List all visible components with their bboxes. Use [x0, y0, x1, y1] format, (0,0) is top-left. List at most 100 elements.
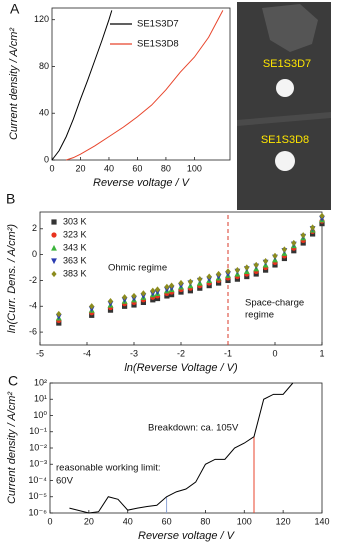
legend-marker: [51, 232, 57, 238]
x-tick-label: -5: [36, 348, 44, 358]
x-tick-label: -4: [83, 348, 91, 358]
marker: [169, 282, 175, 289]
legend-label: 343 K: [63, 242, 87, 252]
marker: [187, 278, 193, 285]
marker: [310, 224, 316, 231]
x-tick-label: 60: [132, 163, 142, 173]
y-tick-label: 10⁰: [33, 410, 47, 420]
marker: [131, 292, 137, 300]
x-axis-label: ln(Reverse Voltage / V): [124, 362, 238, 374]
x-tick-label: 60: [162, 516, 172, 526]
marker: [263, 257, 269, 265]
marker: [206, 273, 212, 280]
annotation: 60V: [56, 476, 74, 487]
y-tick-label: -2: [29, 275, 37, 285]
y-tick-label: 10⁻³: [29, 459, 47, 469]
marker: [225, 268, 231, 275]
x-tick-label: 0: [272, 348, 277, 358]
x-tick-label: 40: [123, 516, 133, 526]
x-tick-label: -1: [224, 348, 232, 358]
annotation: reasonable working limit:: [56, 463, 161, 474]
plot-frame: [51, 7, 231, 161]
annotation: Space-charge: [245, 298, 304, 309]
marker: [234, 267, 240, 274]
x-tick-label: 80: [161, 163, 171, 173]
x-tick-label: 0: [47, 516, 52, 526]
y-axis-label: Current density / A/cm²: [6, 392, 18, 504]
micrograph-feature: [237, 112, 331, 126]
y-tick-label: 10¹: [34, 394, 47, 404]
panel-letter: A: [10, 1, 20, 17]
marker: [197, 276, 203, 283]
marker: [253, 261, 259, 269]
marker: [272, 252, 278, 260]
y-tick-label: 0: [44, 154, 49, 164]
y-tick-label: 10⁻⁶: [29, 507, 48, 517]
y-tick-label: 2: [32, 223, 37, 233]
legend-label: SE1S3D7: [137, 19, 179, 30]
y-axis-label: Current density / A/cm²: [8, 28, 20, 140]
marker: [164, 283, 170, 290]
y-tick-label: 80: [39, 61, 49, 71]
marker: [150, 287, 156, 294]
y-tick-label: 40: [39, 108, 49, 118]
contact-spot: [276, 79, 294, 97]
marker: [244, 264, 250, 271]
marker: [216, 270, 222, 278]
legend-label: SE1S3D8: [137, 39, 179, 50]
y-tick-label: 120: [34, 14, 49, 24]
annotation: Breakdown: ca. 105V: [148, 423, 239, 434]
x-tick-label: 40: [104, 163, 114, 173]
sample-label: SE1S3D7: [263, 58, 311, 70]
marker: [178, 279, 184, 287]
marker: [107, 297, 114, 305]
marker: [291, 239, 297, 247]
x-tick-label: 140: [314, 516, 329, 526]
x-tick-label: 100: [187, 163, 202, 173]
x-tick-label: -2: [177, 348, 185, 358]
contact-spot: [275, 151, 295, 171]
annotation: Ohmic regime: [108, 263, 167, 274]
x-axis-label: Reverse voltage / V: [93, 177, 191, 189]
x-tick-label: 100: [237, 516, 252, 526]
sample-label: SE1S3D8: [261, 134, 309, 146]
annotation: regime: [245, 310, 274, 321]
legend-marker: [51, 258, 57, 265]
y-tick-label: 10⁻⁴: [28, 475, 47, 485]
marker: [56, 310, 62, 318]
marker: [140, 290, 146, 297]
legend-label: 383 K: [63, 268, 87, 278]
legend-label: 363 K: [63, 255, 87, 265]
x-tick-label: 20: [75, 163, 85, 173]
legend-marker: [51, 270, 57, 278]
x-axis-label: Reverse voltage / V: [138, 530, 236, 542]
y-tick-label: -4: [29, 301, 37, 311]
micrograph: SE1S3D7 SE1S3D8: [237, 2, 331, 210]
marker: [319, 212, 325, 219]
marker: [300, 232, 306, 239]
marker: [122, 294, 128, 301]
panel-letter: B: [6, 191, 15, 207]
x-tick-label: 20: [84, 516, 94, 526]
legend-label: 303 K: [63, 216, 87, 226]
marker: [89, 303, 95, 310]
y-tick-label: 10²: [34, 377, 47, 387]
y-tick-label: 10⁻¹: [29, 426, 47, 436]
x-tick-label: -3: [130, 348, 138, 358]
series-line: [66, 10, 224, 161]
legend-marker: [51, 244, 57, 251]
x-tick-label: 120: [276, 516, 291, 526]
y-axis-label: ln(Curr. Dens. / A/cm²): [6, 224, 18, 334]
legend-label: 323 K: [63, 229, 87, 239]
marker: [281, 246, 287, 253]
x-tick-label: 80: [200, 516, 210, 526]
legend-marker: [51, 219, 57, 225]
x-tick-label: 1: [319, 348, 324, 358]
series-line: [51, 10, 113, 161]
series-line: [69, 382, 294, 514]
plot-frame: [49, 382, 323, 514]
x-tick-label: 0: [49, 163, 54, 173]
marker: [154, 286, 161, 293]
y-tick-label: 10⁻²: [29, 442, 47, 452]
